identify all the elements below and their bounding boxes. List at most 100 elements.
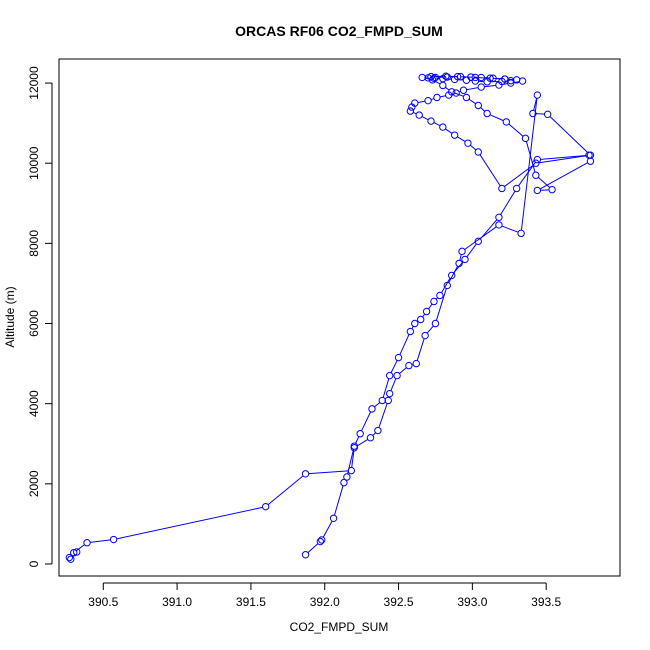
data-point bbox=[422, 307, 431, 316]
series-line-segment bbox=[356, 438, 369, 447]
series-layer bbox=[65, 72, 595, 563]
series-line-segment bbox=[533, 98, 538, 111]
series-line-segment bbox=[430, 98, 435, 101]
data-point bbox=[431, 73, 440, 82]
data-point bbox=[65, 553, 74, 562]
series-line-segment bbox=[468, 98, 476, 105]
data-point bbox=[415, 111, 423, 119]
series-line-segment bbox=[413, 111, 417, 115]
data-point bbox=[368, 405, 376, 413]
series-line-segment bbox=[355, 436, 360, 444]
x-tick-label: 393.0 bbox=[457, 595, 487, 609]
data-point bbox=[384, 396, 392, 405]
series-line-segment bbox=[390, 360, 398, 373]
plot-area-frame bbox=[58, 58, 621, 577]
data-point bbox=[67, 555, 75, 563]
data-point bbox=[517, 229, 525, 238]
data-point bbox=[518, 77, 527, 85]
data-point bbox=[477, 83, 485, 91]
series-line-segment bbox=[390, 378, 397, 391]
data-point bbox=[501, 75, 509, 83]
data-point bbox=[421, 331, 429, 340]
data-point bbox=[445, 91, 453, 99]
data-point bbox=[73, 548, 81, 556]
data-point bbox=[529, 109, 537, 118]
series-line-segment bbox=[361, 411, 372, 432]
data-point bbox=[495, 221, 503, 229]
series-line-segment bbox=[464, 226, 497, 250]
data-point bbox=[462, 93, 471, 102]
data-point bbox=[464, 139, 472, 147]
y-tick-label: 4000 bbox=[27, 390, 41, 417]
series-line-segment bbox=[116, 506, 263, 540]
series-line-segment bbox=[470, 144, 477, 151]
data-point bbox=[455, 259, 463, 268]
data-point bbox=[512, 184, 521, 193]
series-line-segment bbox=[525, 141, 536, 173]
data-point bbox=[443, 281, 451, 290]
series-line-segment bbox=[421, 116, 429, 121]
x-axis-label: CO2_FMPD_SUM bbox=[290, 620, 389, 634]
series-line-segment bbox=[484, 84, 496, 88]
data-point bbox=[533, 186, 542, 195]
series-line-segment bbox=[549, 116, 589, 154]
series-line-segment bbox=[489, 114, 504, 122]
data-point bbox=[412, 359, 420, 368]
data-point bbox=[343, 473, 351, 481]
x-tick-label: 392.5 bbox=[384, 595, 414, 609]
series-line-segment bbox=[501, 225, 519, 233]
data-point bbox=[393, 371, 401, 380]
data-point bbox=[474, 237, 482, 246]
y-tick-label: 10000 bbox=[27, 146, 41, 180]
data-point bbox=[385, 371, 394, 380]
data-point bbox=[316, 537, 325, 546]
data-point bbox=[424, 96, 432, 105]
data-point bbox=[521, 134, 530, 143]
series-line-segment bbox=[500, 190, 516, 215]
data-point bbox=[83, 539, 91, 547]
data-point bbox=[329, 514, 338, 522]
series-line-segment bbox=[445, 128, 453, 134]
series-line-segment bbox=[351, 450, 355, 468]
series-line-segment bbox=[308, 470, 349, 475]
series-line-segment bbox=[435, 288, 447, 321]
data-point bbox=[533, 91, 542, 99]
series-line-segment bbox=[426, 325, 434, 334]
data-point bbox=[443, 73, 451, 81]
x-tick-label: 393.5 bbox=[531, 595, 561, 609]
series-line-segment bbox=[435, 80, 441, 85]
data-point bbox=[495, 213, 503, 222]
series-line-segment bbox=[479, 154, 501, 187]
data-point bbox=[489, 74, 497, 82]
data-point bbox=[408, 103, 416, 111]
data-point bbox=[356, 430, 364, 438]
data-point bbox=[586, 151, 595, 159]
series-line-segment bbox=[322, 520, 333, 538]
data-point bbox=[461, 255, 469, 264]
data-point bbox=[301, 551, 310, 559]
y-tick-label: 6000 bbox=[27, 310, 41, 337]
series-line-segment bbox=[466, 87, 479, 91]
data-point bbox=[507, 79, 515, 87]
data-point bbox=[532, 159, 540, 167]
x-tick-label: 391.0 bbox=[162, 595, 192, 609]
y-tick-label: 0 bbox=[27, 560, 41, 567]
data-point bbox=[424, 74, 432, 82]
y-axis-label: Altitude (m) bbox=[3, 286, 17, 347]
series-line-segment bbox=[267, 475, 304, 506]
series-line-segment bbox=[538, 155, 588, 164]
data-point bbox=[431, 319, 440, 328]
series-line-segment bbox=[399, 334, 410, 355]
data-point bbox=[261, 502, 270, 511]
series-line-segment bbox=[372, 432, 376, 436]
data-point bbox=[411, 319, 419, 328]
data-point bbox=[109, 535, 118, 544]
data-point bbox=[374, 426, 382, 435]
series-line-segment bbox=[307, 543, 319, 553]
series-line-segment bbox=[433, 122, 441, 127]
data-point bbox=[450, 131, 459, 139]
data-point bbox=[394, 353, 403, 362]
data-point bbox=[548, 185, 556, 194]
series-line-segment bbox=[480, 107, 486, 112]
